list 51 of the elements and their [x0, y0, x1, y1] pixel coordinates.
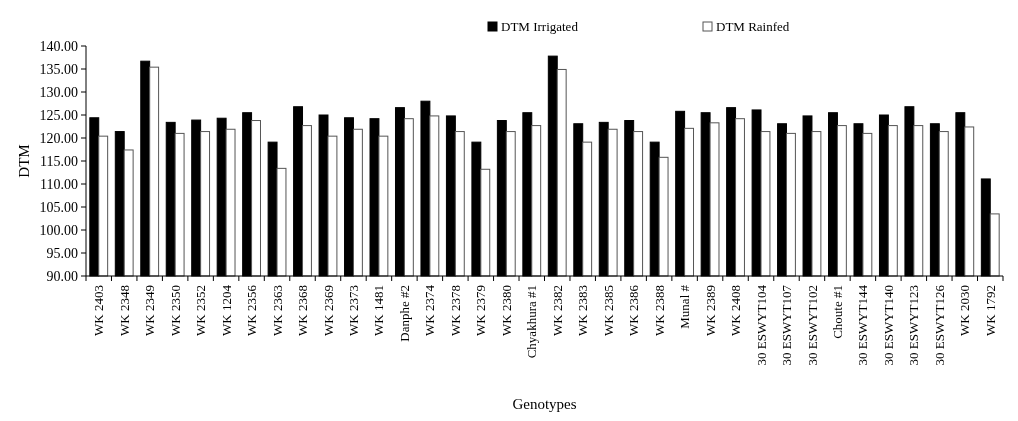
- y-tick-label: 100.00: [39, 222, 78, 238]
- x-tick-label: WK 2352: [193, 285, 209, 336]
- x-tick-label: WK 2385: [600, 285, 616, 336]
- x-axis-title: Genotypes: [512, 396, 577, 412]
- x-tick-label: Choute #1: [829, 285, 845, 339]
- x-tick-label: WK 2030: [957, 285, 973, 336]
- x-tick-label: Chyakhura #1: [524, 285, 540, 359]
- x-tick-label: WK 1204: [218, 284, 234, 336]
- x-tick-label: 30 ESWYT107: [779, 284, 795, 366]
- y-tick-label: 125.00: [39, 107, 78, 123]
- x-tick-label: Munal #: [677, 284, 693, 329]
- y-tick-label: 110.00: [40, 176, 78, 192]
- y-tick-label: 140.00: [39, 38, 78, 54]
- x-tick-label: WK 2386: [626, 284, 642, 336]
- x-tick-label: WK 2378: [447, 285, 463, 336]
- x-tick-label: WK 2348: [116, 285, 132, 336]
- y-tick-label: 90.00: [46, 268, 78, 284]
- x-tick-label: WK 2373: [346, 285, 362, 336]
- legend-label: DTM Irrigated: [501, 19, 579, 34]
- x-tick-label: WK 2408: [728, 285, 744, 336]
- y-tick-label: 105.00: [39, 199, 78, 215]
- y-axis-title: DTM: [16, 144, 33, 178]
- x-tick-label: 30 ESWYT104: [753, 284, 769, 366]
- x-tick-label: 30 ESWYT126: [931, 284, 947, 366]
- x-tick-label: 30 ESWYT144: [855, 284, 871, 366]
- x-tick-label: WK 2379: [473, 285, 489, 336]
- x-tick-label: 30 ESWYT102: [804, 285, 820, 366]
- y-tick-label: 95.00: [46, 245, 78, 261]
- x-tick-label: WK 1792: [982, 285, 998, 336]
- y-tick-label: 115.00: [40, 153, 78, 169]
- x-tick-label: 30 ESWYT123: [906, 285, 922, 366]
- y-tick-label: 135.00: [39, 61, 78, 77]
- x-tick-label: Danphe #2: [396, 285, 412, 342]
- x-tick-label: WK 2403: [91, 285, 107, 336]
- x-tick-label: WK 2349: [142, 285, 158, 336]
- x-tick-label: WK 2356: [244, 284, 260, 336]
- x-tick-label: WK 2389: [702, 285, 718, 336]
- x-tick-label: WK 2383: [575, 285, 591, 336]
- y-tick-label: 120.00: [39, 130, 78, 146]
- x-tick-label: WK 2369: [320, 285, 336, 336]
- x-tick-label: WK 2368: [295, 285, 311, 336]
- x-tick-label: WK 2374: [422, 284, 438, 336]
- y-tick-label: 130.00: [39, 84, 78, 100]
- x-tick-label: WK 2350: [167, 285, 183, 336]
- x-tick-label: WK 2363: [269, 285, 285, 336]
- legend-label: DTM Rainfed: [716, 19, 790, 34]
- x-tick-label: WK 2388: [651, 285, 667, 336]
- x-tick-label: WK 2380: [498, 285, 514, 336]
- x-tick-label: WK 1481: [371, 285, 387, 336]
- x-tick-label: WK 2382: [549, 285, 565, 336]
- x-tick-label: 30 ESWYT140: [880, 285, 896, 366]
